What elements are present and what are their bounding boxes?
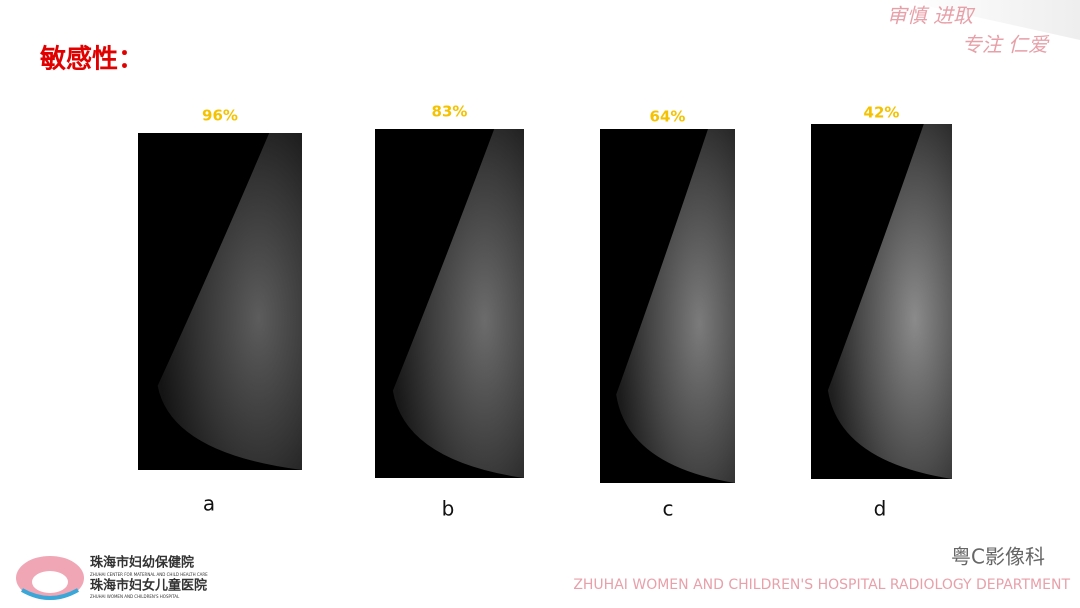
logo-text: ZHUHAI WOMEN AND CHILDREN'S HOSPITAL [90,594,180,599]
slide-title: 敏感性： [39,45,144,75]
logo-icon [32,571,68,593]
logo [16,556,84,600]
percent-label: 42% [864,104,900,122]
percent-label: 96% [202,107,238,125]
panel-group: 96% a 83% b 64% c 42% d [138,103,952,521]
motto-line: 专注 仁爱 [962,33,1050,57]
logo-text: 珠海市妇幼保健院 [90,555,194,571]
logo-icon [21,588,79,600]
panel-letter: b [442,497,455,521]
logo-text: 珠海市妇女儿童医院 [90,578,207,594]
logo-text: ZHUHAI CENTER FOR MATERNAL AND CHILD HEA… [90,572,208,577]
corner-decoration [900,0,1080,40]
panel-letter: c [663,497,674,521]
percent-label: 83% [432,103,468,121]
breast-tissue [392,129,524,478]
motto-line: 审慎 进取 [887,4,976,28]
breast-tissue [827,124,952,479]
breast-tissue [616,129,735,483]
watermark: 粤C影像科 [951,545,1045,569]
department-text: ZHUHAI WOMEN AND CHILDREN'S HOSPITAL RAD… [573,577,1070,593]
percent-label: 64% [650,108,686,126]
panel-letter: a [203,492,215,516]
breast-tissue [157,133,302,470]
panel-letter: d [874,497,887,521]
